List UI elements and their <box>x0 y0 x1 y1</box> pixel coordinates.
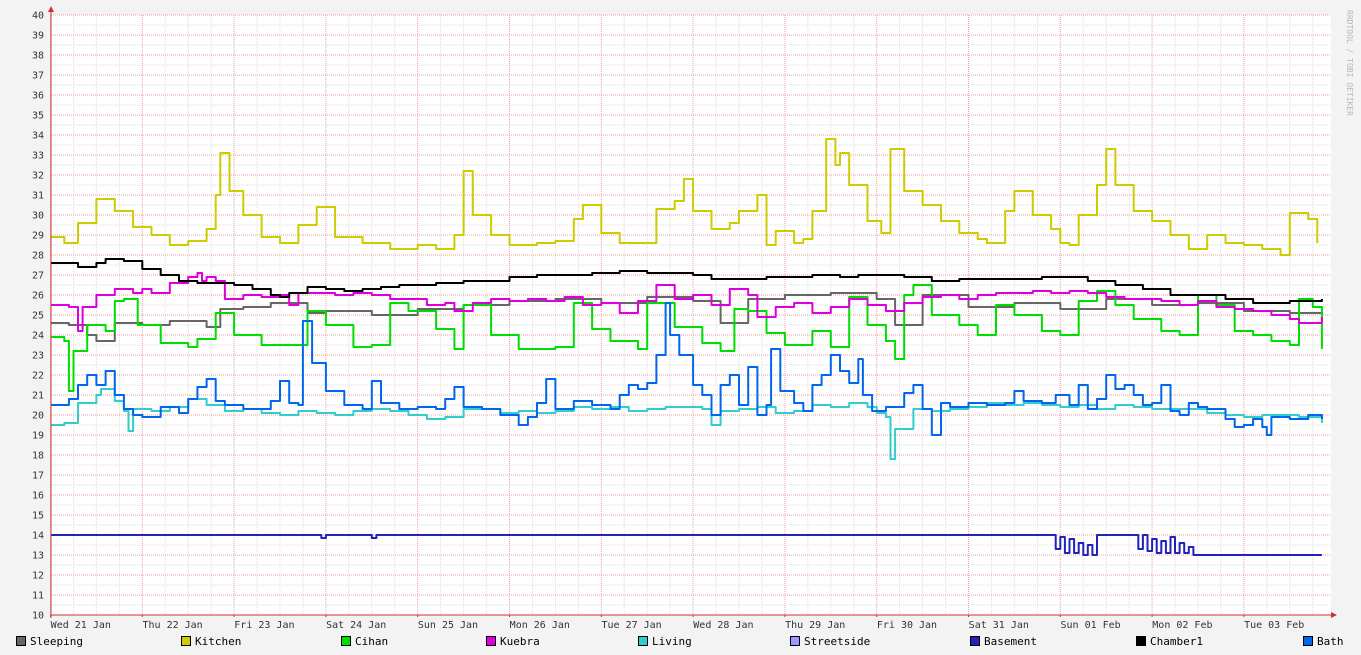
x-tick-label: Wed 28 Jan <box>693 620 753 631</box>
legend-swatch <box>970 636 980 646</box>
y-tick-labels: 10 11 12 13 14 15 16 17 18 19 20 21 22 23 24 25 26 27 28 29… <box>32 11 44 622</box>
x-tick-label: Sun 01 Feb <box>1060 620 1120 631</box>
y-tick-label: 20 <box>32 411 44 422</box>
y-tick-label: 19 <box>32 431 44 442</box>
y-tick-label: 29 <box>32 231 44 242</box>
y-tick-label: 26 <box>32 291 44 302</box>
series-line-living <box>50 388 1323 460</box>
series-line-cihan <box>50 284 1323 392</box>
y-axis-arrow <box>48 6 54 12</box>
legend-label: Kitchen <box>195 635 241 648</box>
legend-label: Bath <box>1317 635 1344 648</box>
y-tick-label: 16 <box>32 491 44 502</box>
legend-label: Cihan <box>355 635 388 648</box>
x-tick-label: Thu 22 Jan <box>142 620 202 631</box>
legend-item-cihan: Cihan <box>341 635 388 648</box>
x-tick-label: Sat 24 Jan <box>326 620 386 631</box>
series-line-bath <box>50 302 1323 436</box>
x-tick-label: Tue 27 Jan <box>601 620 661 631</box>
y-tick-label: 36 <box>32 91 44 102</box>
y-tick-label: 35 <box>32 111 44 122</box>
y-tick-label: 34 <box>32 131 44 142</box>
x-tick-label: Mon 26 Jan <box>510 620 570 631</box>
legend-label: Streetside <box>804 635 870 648</box>
legend-swatch <box>16 636 26 646</box>
legend-item-kuebra: Kuebra <box>486 635 540 648</box>
legend-item-bath: Bath <box>1303 635 1344 648</box>
x-tick-labels: Wed 21 Jan Thu 22 Jan Fri 23 Jan Sat 24 Jan… <box>51 620 1305 631</box>
y-tick-label: 28 <box>32 251 44 262</box>
y-tick-label: 25 <box>32 311 44 322</box>
y-tick-label: 15 <box>32 511 44 522</box>
watermark: RRDTOOL / TOBI OETIKER <box>1345 10 1354 116</box>
y-tick-label: 27 <box>32 271 44 282</box>
x-tick-label: Wed 21 Jan <box>51 620 111 631</box>
y-tick-label: 17 <box>32 471 44 482</box>
y-tick-label: 38 <box>32 51 44 62</box>
legend-item-kitchen: Kitchen <box>181 635 241 648</box>
series-line-kuebra <box>50 272 1323 332</box>
axes <box>48 6 1337 618</box>
y-tick-label: 14 <box>32 531 44 542</box>
legend-swatch <box>341 636 351 646</box>
y-tick-label: 18 <box>32 451 44 462</box>
legend-swatch <box>1303 636 1313 646</box>
legend-swatch <box>790 636 800 646</box>
legend-swatch <box>638 636 648 646</box>
y-tick-label: 32 <box>32 171 44 182</box>
y-tick-label: 31 <box>32 191 44 202</box>
series-lines <box>50 138 1323 556</box>
legend-label: Chamber1 <box>1150 635 1203 648</box>
legend-item-chamber1: Chamber1 <box>1136 635 1203 648</box>
x-tick-label: Sat 31 Jan <box>969 620 1029 631</box>
y-tick-label: 23 <box>32 351 44 362</box>
x-tick-label: Sun 25 Jan <box>418 620 478 631</box>
y-tick-label: 37 <box>32 71 44 82</box>
legend-item-streetside: Streetside <box>790 635 870 648</box>
y-tick-label: 13 <box>32 551 44 562</box>
legend-label: Living <box>652 635 692 648</box>
y-tick-label: 39 <box>32 31 44 42</box>
y-tick-label: 12 <box>32 571 44 582</box>
series-line-kitchen <box>50 138 1319 256</box>
legend-swatch <box>1136 636 1146 646</box>
legend-label: Basement <box>984 635 1037 648</box>
legend: Sleeping Kitchen Cihan Kuebra Living Streetsi… <box>16 635 1344 648</box>
legend-label: Kuebra <box>500 635 540 648</box>
y-tick-label: 22 <box>32 371 44 382</box>
series-line-chamber1 <box>50 258 1323 304</box>
y-tick-label: 33 <box>32 151 44 162</box>
x-tick-label: Mon 02 Feb <box>1152 620 1212 631</box>
x-tick-label: Fri 23 Jan <box>234 620 294 631</box>
legend-item-basement: Basement <box>970 635 1037 648</box>
series-line-basement <box>50 534 1322 556</box>
y-tick-label: 30 <box>32 211 44 222</box>
y-tick-label: 11 <box>32 591 44 602</box>
x-tick-label: Tue 03 Feb <box>1244 620 1304 631</box>
y-tick-label: 21 <box>32 391 44 402</box>
legend-label: Sleeping <box>30 635 83 648</box>
legend-item-sleeping: Sleeping <box>16 635 83 648</box>
x-axis-arrow <box>1331 612 1337 618</box>
y-tick-label: 24 <box>32 331 44 342</box>
legend-swatch <box>486 636 496 646</box>
x-tick-label: Thu 29 Jan <box>785 620 845 631</box>
legend-swatch <box>181 636 191 646</box>
legend-item-living: Living <box>638 635 692 648</box>
x-tick-label: Fri 30 Jan <box>877 620 937 631</box>
y-tick-label: 10 <box>32 611 44 622</box>
y-tick-label: 40 <box>32 11 44 22</box>
